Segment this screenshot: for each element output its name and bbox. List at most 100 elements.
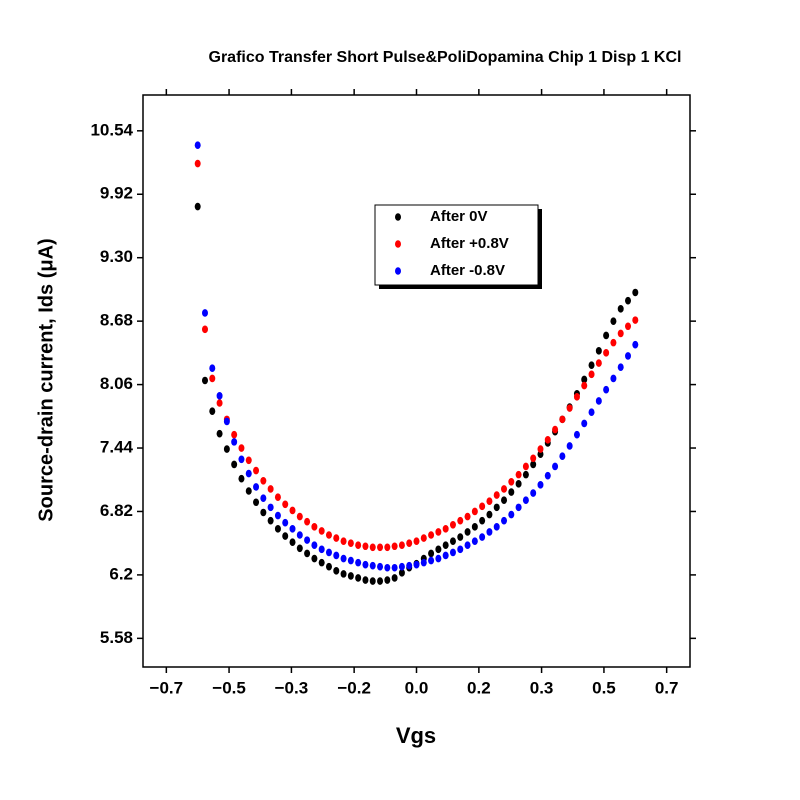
point [318, 545, 325, 554]
point [347, 572, 354, 580]
point [581, 381, 588, 390]
point [552, 425, 559, 434]
legend: After 0V After +0.8V After -0.8V [374, 204, 542, 289]
point [428, 549, 435, 558]
point [238, 474, 245, 483]
point [194, 141, 201, 149]
point [267, 503, 274, 512]
point [318, 558, 325, 567]
point [209, 374, 216, 383]
point [391, 574, 398, 582]
point [449, 537, 456, 545]
y-tick-label: 7.44 [100, 438, 134, 457]
y-tick-label: 5.58 [100, 628, 133, 647]
point [632, 316, 639, 324]
point [282, 532, 289, 540]
point [296, 512, 303, 521]
point [530, 489, 537, 497]
point [201, 309, 208, 317]
point [311, 554, 318, 563]
y-tick-label: 6.82 [100, 501, 133, 520]
point [435, 554, 442, 563]
point [515, 503, 522, 512]
point [457, 533, 464, 541]
point [559, 415, 566, 424]
point [486, 510, 493, 519]
point [369, 543, 376, 552]
point [340, 570, 347, 578]
point [508, 488, 515, 496]
y-tick-label: 10.54 [90, 120, 133, 139]
point [435, 528, 442, 536]
point [231, 438, 238, 446]
point [464, 541, 471, 550]
point [194, 202, 201, 211]
point [340, 554, 347, 563]
point [603, 331, 610, 340]
point [508, 510, 515, 519]
point [333, 567, 340, 575]
point [398, 562, 405, 571]
x-tick-label: 0.5 [592, 678, 616, 697]
point [362, 560, 369, 569]
x-tick-label: −0.3 [275, 678, 309, 697]
point [471, 537, 478, 545]
point [493, 523, 500, 531]
point [209, 364, 216, 373]
point [304, 549, 311, 558]
point [625, 322, 632, 331]
point [471, 507, 478, 516]
point [194, 159, 201, 168]
point [333, 551, 340, 560]
point [508, 477, 515, 486]
point [406, 561, 413, 570]
point [267, 485, 274, 493]
point [267, 516, 274, 525]
point [369, 577, 376, 585]
point [559, 452, 566, 461]
point [398, 541, 405, 550]
point [253, 466, 260, 475]
point [428, 556, 435, 565]
point [282, 500, 289, 509]
point [260, 476, 267, 485]
point [201, 376, 208, 385]
point [588, 370, 595, 379]
point [544, 471, 551, 480]
point [384, 543, 391, 552]
point [282, 518, 289, 527]
point [355, 541, 362, 550]
y-axis-label: Source-drain current, Ids (μA) [35, 238, 57, 521]
point [530, 460, 537, 469]
point [442, 541, 449, 550]
point [223, 445, 230, 453]
y-tick-label: 6.2 [109, 564, 133, 583]
legend-label: After +0.8V [430, 235, 509, 252]
point [522, 462, 529, 471]
y-tick-label: 9.30 [100, 247, 133, 266]
point [581, 419, 588, 428]
point [377, 543, 384, 552]
point [486, 528, 493, 536]
point [501, 496, 508, 505]
point [216, 392, 223, 400]
point [617, 363, 624, 371]
point [289, 525, 296, 533]
point [304, 517, 311, 526]
point [289, 538, 296, 546]
point [515, 480, 522, 488]
point [420, 558, 427, 567]
point [223, 417, 230, 426]
point [260, 494, 267, 502]
point [552, 462, 559, 471]
point [522, 496, 529, 505]
y-tick-label: 8.06 [100, 374, 133, 393]
point [311, 523, 318, 531]
point [566, 404, 573, 412]
x-tick-label: 0.0 [405, 678, 429, 697]
point [457, 545, 464, 554]
x-tick-label: 0.2 [467, 678, 491, 697]
point [253, 498, 260, 507]
legend-marker [395, 240, 401, 248]
